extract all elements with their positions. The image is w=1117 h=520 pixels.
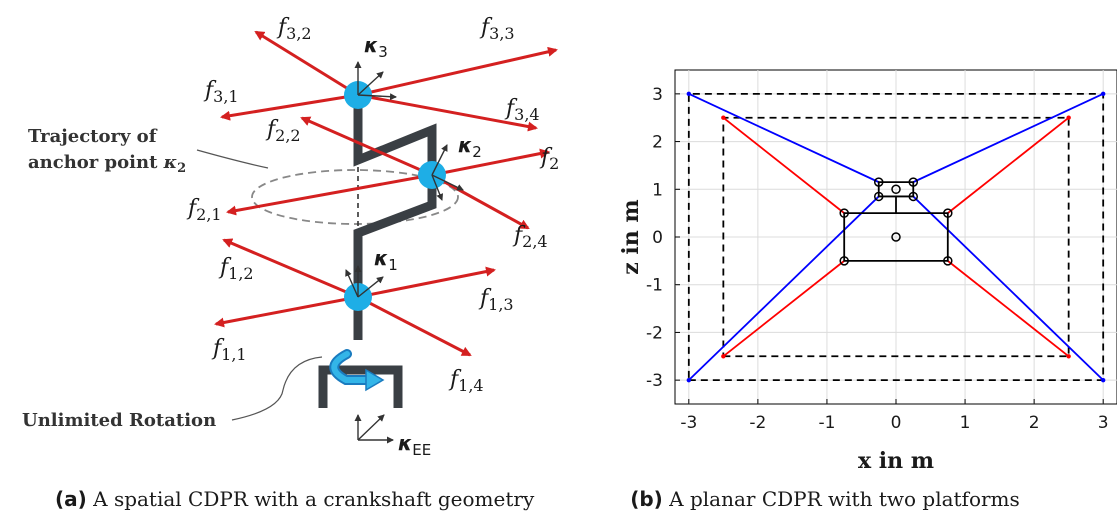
cables-layer bbox=[688, 93, 1104, 381]
frame-anchor-0-1 bbox=[1100, 91, 1106, 97]
y-tick-label-4: 1 bbox=[652, 180, 663, 200]
rotation-annotation: Unlimited Rotation bbox=[22, 410, 216, 431]
label-f22: f2,2 bbox=[265, 117, 301, 145]
caption-b: (b) A planar CDPR with two platforms bbox=[630, 487, 1020, 511]
platform-joint-0-2 bbox=[873, 191, 884, 202]
label-f33: f3,3 bbox=[479, 15, 515, 43]
frame-anchor-1-2 bbox=[721, 354, 726, 359]
frame-k2-axes bbox=[431, 144, 464, 201]
platform-center-1 bbox=[891, 184, 901, 195]
x-tick-label-1: -2 bbox=[749, 413, 766, 433]
planar-cdpr-plot: -3 -2 -1 0 1 2 3 -3 -2 -1 0 1 2 3 x in m z in m (b) … bbox=[618, 69, 1117, 511]
label-kee: κEE bbox=[398, 431, 431, 459]
platform-joint-1-2 bbox=[839, 256, 849, 266]
platform-joint-1-0 bbox=[839, 208, 849, 218]
y-tick-labels: -3 -2 -1 0 1 2 3 bbox=[646, 85, 680, 391]
label-f24: f2,4 bbox=[512, 223, 548, 251]
platform-joint-0-3 bbox=[908, 191, 919, 202]
platform-joint-1-1 bbox=[943, 208, 953, 218]
frame-anchor-0-3 bbox=[1100, 377, 1106, 383]
label-f14: f1,4 bbox=[448, 367, 484, 395]
rotation-arrow bbox=[329, 349, 385, 392]
trajectory-annotation-line2: anchor point κ2 bbox=[28, 152, 186, 176]
y-axis-label: z in m bbox=[618, 199, 644, 274]
anchor-trajectory-ellipse bbox=[251, 169, 459, 225]
x-tick-label-4: 1 bbox=[960, 413, 971, 433]
frame-kee-axes bbox=[354, 414, 394, 444]
cables-level-2 bbox=[226, 116, 550, 230]
platform-center-0 bbox=[891, 232, 901, 242]
cables-level-1 bbox=[214, 238, 496, 357]
label-f31: f3,1 bbox=[203, 78, 239, 106]
cable-1-0 bbox=[722, 117, 845, 214]
platform-0 bbox=[843, 212, 949, 262]
y-tick-label-0: -3 bbox=[646, 371, 663, 391]
y-tick-label-5: 2 bbox=[652, 133, 663, 153]
panel-a-crankshaft-cdpr: f3,2 f3,3 f3,1 f3,4 f2,2 f2,3 f2,1 f2,4 … bbox=[0, 0, 575, 516]
label-f34: f3,4 bbox=[504, 96, 540, 124]
base-bracket bbox=[318, 365, 403, 408]
label-f32: f3,2 bbox=[276, 15, 312, 43]
cable-0-0 bbox=[688, 93, 880, 183]
cable-1-3 bbox=[947, 260, 1070, 357]
x-axis-label: x in m bbox=[858, 448, 934, 474]
x-tick-label-2: -1 bbox=[818, 413, 835, 433]
frame-anchor-0-2 bbox=[686, 377, 692, 383]
frame-anchor-1-1 bbox=[1066, 115, 1071, 120]
caption-a: (a) A spatial CDPR with a crankshaft geo… bbox=[55, 487, 535, 511]
cables-level-3 bbox=[220, 30, 558, 132]
label-f21: f2,1 bbox=[186, 196, 222, 224]
frame-anchor-0-0 bbox=[686, 91, 692, 97]
label-f12: f1,2 bbox=[218, 255, 254, 283]
x-tick-label-3: 0 bbox=[891, 413, 902, 433]
frame-k1-axes bbox=[345, 265, 384, 298]
rotation-leader-line bbox=[231, 356, 323, 421]
x-tick-labels: -3 -2 -1 0 1 2 3 bbox=[680, 399, 1109, 433]
cable-0-2 bbox=[688, 195, 880, 381]
label-f11: f1,1 bbox=[211, 336, 247, 364]
platform-joint-0-1 bbox=[908, 177, 919, 187]
y-tick-label-3: 0 bbox=[652, 228, 663, 248]
label-k1: κ1 bbox=[374, 246, 398, 274]
panel-b-planar-cdpr: -3 -2 -1 0 1 2 3 -3 -2 -1 0 1 2 3 x in m z in m (b) … bbox=[560, 0, 1117, 516]
cable-1-1 bbox=[947, 117, 1070, 214]
platform-joint-0-0 bbox=[873, 177, 884, 187]
frame-1 bbox=[722, 116, 1070, 358]
x-tick-label-0: -3 bbox=[680, 413, 697, 433]
trajectory-leader-line bbox=[196, 149, 269, 169]
label-k2: κ2 bbox=[458, 133, 482, 161]
frame-anchor-1-0 bbox=[721, 115, 726, 120]
cable-0-3 bbox=[912, 195, 1104, 381]
frame-anchor-1-3 bbox=[1066, 354, 1071, 359]
cable-1-2 bbox=[722, 260, 845, 357]
platform-joint-1-3 bbox=[943, 256, 953, 266]
y-tick-label-2: -1 bbox=[646, 276, 663, 296]
label-f13: f1,3 bbox=[478, 286, 514, 314]
joints-layer bbox=[686, 91, 1106, 383]
platform-1 bbox=[877, 181, 915, 198]
trajectory-annotation-line1: Trajectory of bbox=[28, 126, 158, 147]
label-f23: f2,3 bbox=[539, 145, 560, 173]
frame-k3-axes bbox=[354, 61, 397, 101]
cable-0-1 bbox=[912, 93, 1104, 183]
label-k3: κ3 bbox=[364, 33, 388, 61]
y-tick-label-6: 3 bbox=[652, 85, 663, 105]
crankshaft-diagram: f3,2 f3,3 f3,1 f3,4 f2,2 f2,3 f2,1 f2,4 … bbox=[22, 15, 575, 511]
y-tick-label-1: -2 bbox=[646, 323, 663, 343]
x-tick-label-5: 2 bbox=[1029, 413, 1040, 433]
platforms-layer bbox=[843, 181, 949, 262]
x-tick-label-6: 3 bbox=[1098, 413, 1109, 433]
